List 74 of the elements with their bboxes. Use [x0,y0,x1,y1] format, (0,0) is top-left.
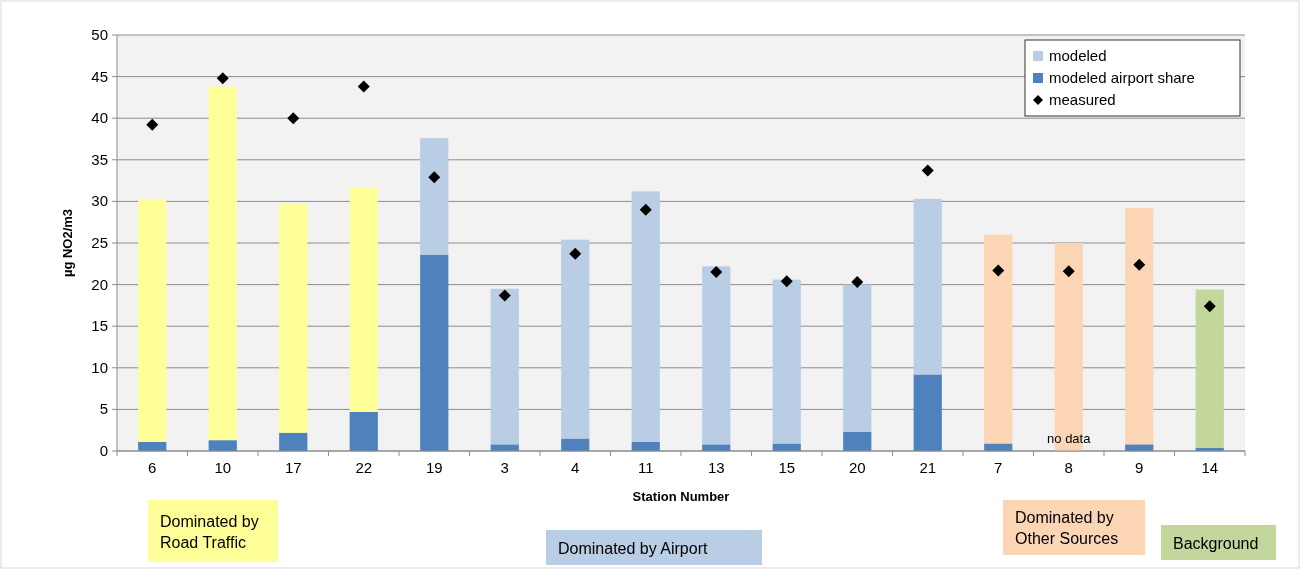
y-tick-label: 0 [99,442,108,459]
x-tick-label: 17 [284,459,302,476]
bar [1125,208,1154,445]
y-tick-label: 50 [91,26,108,43]
bar [1195,289,1224,448]
point [146,118,159,131]
x-tick-label: 6 [148,459,157,476]
x-tick-label: 4 [571,459,580,476]
x-tick-label: 11 [637,459,654,476]
point [710,266,723,279]
y-tick-label: 10 [91,358,108,376]
point [1133,258,1146,271]
point [428,171,441,184]
point [357,80,370,93]
x-tick-label: 13 [707,459,725,476]
point [287,112,300,125]
x-tick-label: 9 [1135,459,1144,476]
x-tick-label: 21 [919,459,937,476]
text: Dominated by Other Sources [1015,509,1119,547]
bar [561,239,590,439]
bar [208,86,237,441]
bar [420,138,449,255]
legend-label: measured [1049,91,1116,108]
y-tick-label: 45 [91,67,108,85]
bar [420,254,449,451]
point [498,289,511,302]
bar [843,431,872,451]
point [216,72,229,85]
x-tick-label: 15 [778,459,796,476]
text: Dominated by Road Traffic [160,512,259,551]
bar [913,198,942,375]
point [921,164,934,177]
x-tick-label: 22 [355,459,373,476]
point [992,264,1005,277]
x-tick-label: 14 [1201,459,1219,476]
text: Dominated by Airport [558,539,708,557]
x-tick-label: 10 [214,459,232,476]
legend-label: modeled airport share [1049,69,1195,86]
y-tick-label: 25 [91,234,108,251]
bar [279,432,308,451]
bar [772,279,801,444]
point [780,275,793,288]
x-tick-label: 7 [994,459,1003,476]
bar [702,266,731,445]
x-tick-label: 20 [848,459,866,476]
point [1203,300,1216,313]
x-tick-label: 8 [1064,459,1073,476]
bar [984,234,1013,444]
bar [349,411,378,451]
point [1062,265,1075,278]
point [639,203,652,216]
legend-label: modeled [1049,47,1107,64]
bar [279,203,308,433]
bar [490,288,519,445]
x-axis-title: Station Number [632,489,730,504]
bar [138,198,167,442]
y-tick-label: 5 [99,400,108,418]
x-tick-label: 3 [500,459,509,476]
y-axis-title: µg NO2/m3 [60,208,75,278]
y-tick-label: 35 [91,150,108,168]
point [569,247,582,260]
y-tick-label: 40 [91,109,108,127]
bar [913,374,942,451]
bar [208,440,237,451]
bar [843,284,872,432]
x-tick-label: 19 [425,459,443,476]
bar [631,191,660,442]
bar [349,188,378,412]
annotation: no data [1047,431,1092,446]
y-tick-label: 20 [91,275,108,293]
text: Background [1173,534,1259,552]
point [851,276,864,289]
y-tick-label: 30 [91,192,108,210]
y-tick-label: 15 [91,317,108,335]
